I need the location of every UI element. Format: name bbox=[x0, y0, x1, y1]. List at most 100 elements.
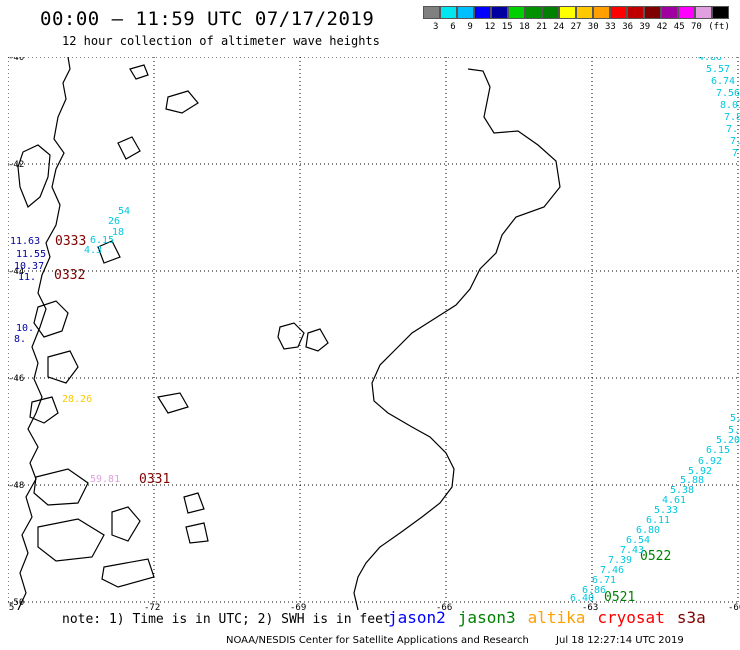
fjord-island bbox=[101, 558, 155, 588]
map-title: 00:00 – 11:59 UTC 07/17/2019 bbox=[40, 8, 375, 30]
fjord-island bbox=[33, 300, 69, 338]
wave-height-reading: 54 bbox=[118, 206, 130, 217]
wave-height-reading: 18 bbox=[112, 227, 124, 238]
lat-label: -42 bbox=[8, 160, 24, 170]
lat-label: -48 bbox=[8, 481, 24, 491]
color-swatch bbox=[593, 6, 610, 19]
color-scale-label: 33 bbox=[605, 22, 616, 32]
color-scale-label: 3 bbox=[433, 22, 439, 32]
color-swatch bbox=[559, 6, 576, 19]
wave-height-reading: 28.26 bbox=[62, 394, 92, 405]
lon-label: -69 bbox=[290, 603, 306, 610]
wave-height-reading: 6.71 bbox=[592, 575, 616, 586]
wave-height-reading: 11. bbox=[18, 272, 36, 283]
fjord-island bbox=[33, 468, 89, 506]
wave-height-reading: 7. bbox=[730, 136, 740, 147]
color-swatch bbox=[423, 6, 440, 19]
wave-height-reading: 7.7 bbox=[726, 124, 740, 135]
lat-label: -50 bbox=[8, 598, 24, 608]
lon-label: -63 bbox=[582, 603, 598, 610]
chile-coastline bbox=[17, 57, 71, 610]
wave-height-reading: 5.57 bbox=[706, 64, 730, 75]
color-swatch bbox=[576, 6, 593, 19]
wave-height-reading: 6.74 bbox=[711, 76, 735, 87]
color-scale-unit: (ft) bbox=[708, 22, 730, 32]
lake bbox=[97, 240, 121, 264]
lake bbox=[165, 90, 199, 114]
wave-height-reading: 7.56 bbox=[716, 88, 740, 99]
color-scale-label: 70 bbox=[691, 22, 702, 32]
color-swatch bbox=[525, 6, 542, 19]
lon-label: -72 bbox=[144, 603, 160, 610]
wave-height-reading: 8.03 bbox=[720, 100, 740, 111]
wave-height-reading: 7.39 bbox=[608, 555, 632, 566]
fjord-island bbox=[37, 518, 105, 562]
color-scale-label: 15 bbox=[501, 22, 513, 32]
lat-label: -40 bbox=[8, 57, 24, 63]
satellite-legend-item: jason2 bbox=[388, 608, 446, 627]
wave-height-reading: 4.61 bbox=[662, 495, 686, 506]
color-swatch bbox=[644, 6, 661, 19]
color-swatch bbox=[712, 6, 729, 19]
fjord-island bbox=[29, 396, 59, 424]
color-swatch bbox=[627, 6, 644, 19]
pass-label: 0521 bbox=[604, 590, 635, 605]
wave-height-reading: 5.38 bbox=[670, 485, 694, 496]
wave-height-reading: 6.80 bbox=[636, 525, 660, 536]
color-scale-label: 30 bbox=[587, 22, 599, 32]
color-swatch bbox=[661, 6, 678, 19]
wave-height-reading: 5.20 bbox=[716, 435, 740, 446]
color-scale-label: 12 bbox=[484, 22, 496, 32]
wave-height-reading: 7.43 bbox=[620, 545, 644, 556]
wave-height-reading: 5. bbox=[730, 413, 740, 424]
lon-label: -60 bbox=[728, 603, 740, 610]
color-swatch bbox=[457, 6, 474, 19]
color-swatch bbox=[542, 6, 559, 19]
timestamp-text: Jul 18 12:27:14 UTC 2019 bbox=[556, 635, 684, 646]
color-swatch bbox=[440, 6, 457, 19]
satellite-legend-item: jason3 bbox=[457, 608, 516, 627]
wave-height-reading: 5.8 bbox=[728, 425, 740, 436]
wave-height-reading: 26 bbox=[108, 216, 120, 227]
satellite-legend-item: altika bbox=[527, 608, 586, 627]
fjord-island bbox=[47, 350, 79, 384]
wave-height-reading: 7.86 bbox=[724, 112, 740, 123]
lake bbox=[129, 64, 149, 80]
color-scale bbox=[423, 6, 729, 19]
color-scale-label: 42 bbox=[656, 22, 668, 32]
wave-height-reading: 7. bbox=[732, 148, 740, 159]
color-scale-label: 18 bbox=[519, 22, 530, 32]
coastline bbox=[17, 57, 561, 610]
pass-label: 0332 bbox=[54, 268, 85, 283]
wave-height-reading: 6.11 bbox=[646, 515, 670, 526]
wave-height-reading: 5.92 bbox=[688, 466, 712, 477]
color-swatch bbox=[678, 6, 695, 19]
lake bbox=[183, 492, 205, 514]
wave-height-reading: 59.81 bbox=[90, 474, 120, 485]
color-scale-label: 6 bbox=[450, 22, 456, 32]
lat-lon-grid bbox=[8, 57, 739, 603]
wave-height-reading: 11.55 bbox=[16, 249, 46, 260]
lat-label: -44 bbox=[8, 267, 24, 277]
footer-credit: NOAA/NESDIS Center for Satellite Applica… bbox=[226, 635, 684, 646]
wave-height-reading: 5.88 bbox=[680, 475, 704, 486]
wave-height-reading: 4.86 bbox=[698, 57, 722, 63]
lake bbox=[117, 136, 141, 160]
lon-label: -66 bbox=[436, 603, 452, 610]
wave-height-reading: 6.54 bbox=[626, 535, 650, 546]
pass-label: 0331 bbox=[139, 472, 170, 487]
color-scale-label: 36 bbox=[622, 22, 634, 32]
fjord-island bbox=[111, 506, 141, 542]
falklands-island bbox=[305, 328, 329, 352]
pass-label: 0333 bbox=[55, 234, 86, 249]
wave-height-reading: 10.37 bbox=[14, 261, 44, 272]
credit-text: NOAA/NESDIS Center for Satellite Applica… bbox=[226, 635, 529, 646]
color-scale-label: 9 bbox=[467, 22, 473, 32]
color-swatch bbox=[695, 6, 712, 19]
pass-label: 0522 bbox=[640, 549, 671, 564]
lat-label: -46 bbox=[8, 374, 24, 384]
note-text: note: 1) Time is in UTC; 2) SWH is in fe… bbox=[62, 612, 391, 627]
satellite-legend-item: s3a bbox=[676, 608, 706, 627]
lake bbox=[185, 522, 209, 544]
color-swatch bbox=[508, 6, 525, 19]
